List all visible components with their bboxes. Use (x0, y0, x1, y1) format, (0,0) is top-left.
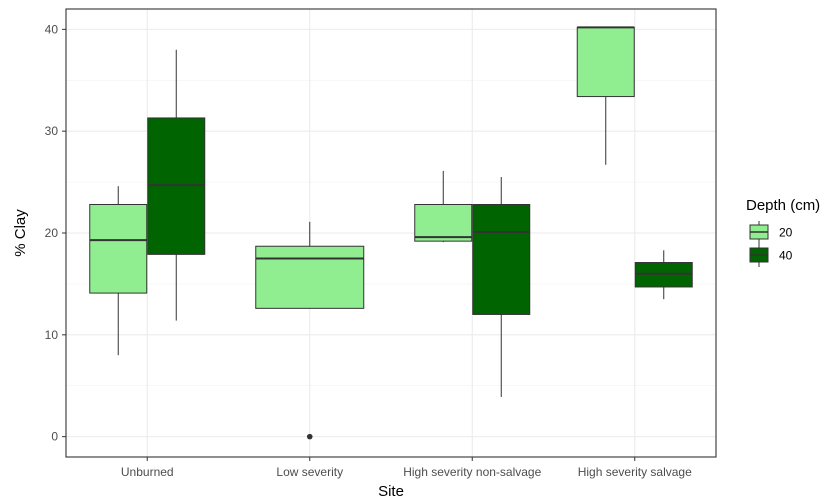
box-body (255, 245, 365, 309)
y-tick-label: 0 (51, 430, 58, 444)
y-tick-label: 40 (45, 22, 59, 36)
legend: Depth (cm) 20 40 (746, 197, 820, 267)
y-tick-label: 10 (45, 328, 59, 342)
box-body (147, 117, 206, 255)
axis-layer: 0 10 20 30 40 Unburned Low severity High severi… (45, 8, 717, 479)
x-axis-title: Site (378, 483, 404, 500)
legend-title: Depth (cm) (746, 197, 820, 214)
box-body (472, 203, 531, 315)
box-20-unburned (89, 186, 148, 356)
box-40-unburned (147, 49, 206, 321)
box-40-high-severity-non-salvage (472, 177, 531, 397)
x-tick-label: High severity salvage (578, 465, 692, 479)
box-40-high-severity-salvage (634, 250, 693, 300)
outlier-point (306, 433, 313, 440)
x-tick-label: Unburned (121, 465, 174, 479)
box-body (89, 203, 148, 294)
box-body (576, 26, 635, 98)
box-20-high-severity-salvage (576, 26, 635, 165)
legend-item-20: 20 (749, 221, 793, 244)
box-body (634, 262, 693, 288)
box-20-high-severity-non-salvage (414, 170, 473, 243)
x-tick-label: Low severity (276, 465, 343, 479)
legend-label: 40 (779, 249, 793, 263)
y-tick-label: 20 (45, 226, 59, 240)
legend-item-40: 40 (749, 244, 793, 267)
y-axis-title: % Clay (12, 209, 29, 257)
box-20-low-severity (255, 221, 365, 440)
y-tick-label: 30 (45, 124, 59, 138)
x-tick-label: High severity non-salvage (403, 465, 541, 479)
box-body (414, 203, 473, 242)
legend-label: 20 (779, 226, 793, 240)
box-layer (89, 26, 693, 440)
